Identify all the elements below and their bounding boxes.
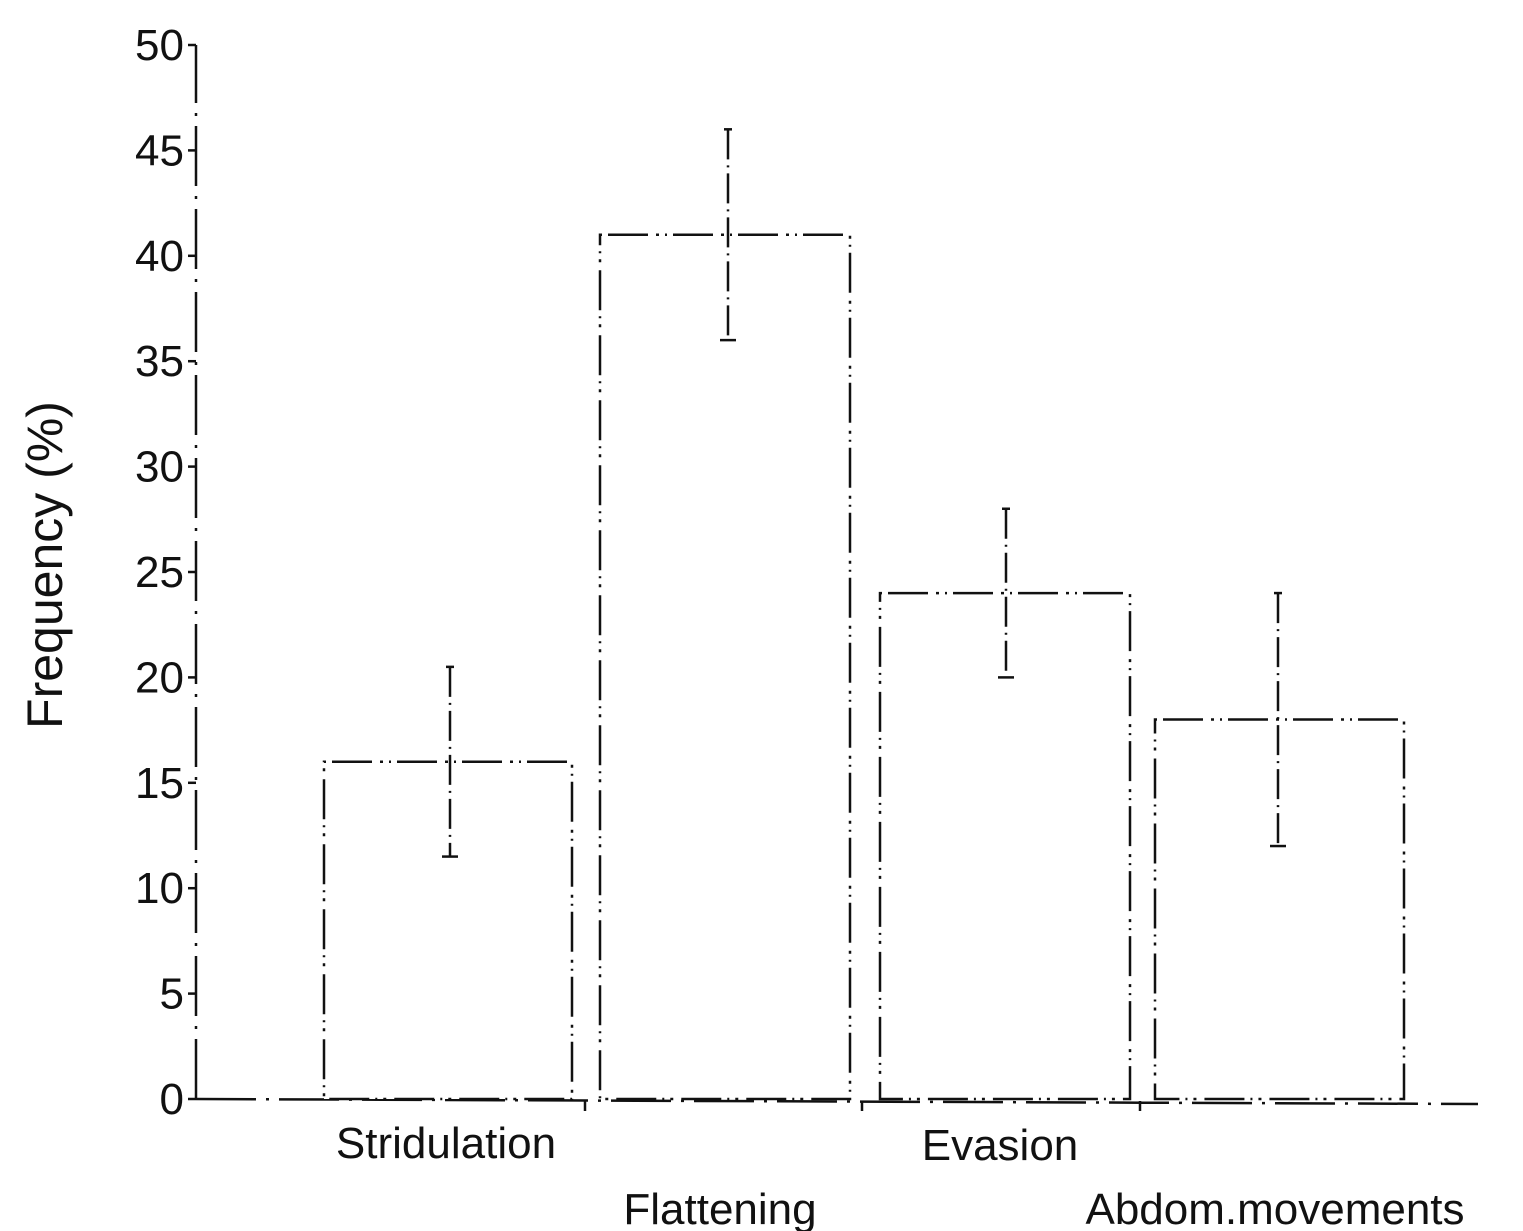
y-tick-label: 40 [135, 232, 184, 281]
y-tick-label: 0 [160, 1075, 184, 1124]
bar-flattening [598, 233, 852, 1101]
category-label: Stridulation [336, 1119, 556, 1168]
y-tick-label: 25 [135, 548, 184, 597]
y-tick-label: 50 [135, 21, 184, 70]
error-bars [442, 128, 1286, 858]
category-label: Abdom.movements [1085, 1185, 1464, 1231]
y-tick-label: 15 [135, 759, 184, 808]
bars [322, 233, 1406, 1101]
y-axis-title: Frequency (%) [17, 401, 73, 729]
category-label: Evasion [922, 1121, 1079, 1170]
bar-stridulation [322, 760, 574, 1101]
category-labels: Stridulation Flattening EvasionAbdom.movem… [336, 1119, 1465, 1231]
y-tick-label: 30 [135, 443, 184, 492]
bar-abdom-movements [1153, 718, 1406, 1101]
y-tick-label: 20 [135, 653, 184, 702]
y-tick-label: 45 [135, 126, 184, 175]
y-tick-label: 10 [135, 864, 184, 913]
y-tick-label: 35 [135, 337, 184, 386]
y-tick-label: 5 [160, 970, 184, 1019]
category-label: Flattening [623, 1185, 816, 1231]
